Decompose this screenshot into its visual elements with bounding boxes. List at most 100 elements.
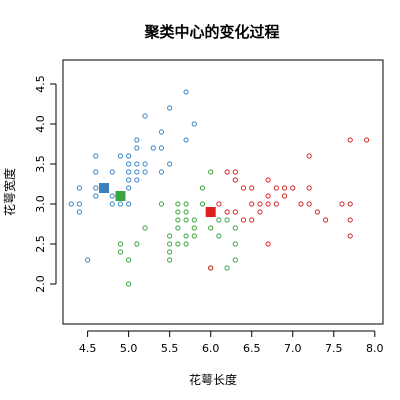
y-tick-label: 3.5: [34, 155, 47, 173]
data-point: [134, 161, 140, 167]
data-point: [249, 217, 255, 223]
data-point: [126, 185, 132, 191]
data-point: [126, 177, 132, 183]
data-point: [191, 121, 197, 127]
data-point: [232, 177, 238, 183]
data-point: [68, 201, 74, 207]
data-point: [273, 185, 279, 191]
data-point: [232, 209, 238, 215]
data-point: [134, 241, 140, 247]
data-point: [167, 257, 173, 263]
data-point: [150, 145, 156, 151]
data-point: [109, 201, 115, 207]
data-point: [224, 265, 230, 271]
x-axis: 4.5 5.0 5.5 6.0 6.5 7.0 7.5 8.0: [79, 330, 384, 355]
data-point: [175, 209, 181, 215]
data-point: [183, 137, 189, 143]
data-point: [191, 233, 197, 239]
y-tick-label: 2.5: [34, 235, 47, 253]
data-point: [126, 201, 132, 207]
data-point: [76, 209, 83, 215]
data-point: [199, 185, 206, 191]
data-point: [93, 153, 99, 159]
data-point: [109, 193, 115, 199]
x-tick-label: 5.0: [120, 342, 138, 355]
data-point: [142, 225, 148, 231]
data-point: [208, 169, 214, 175]
data-point: [265, 177, 271, 183]
data-point: [232, 257, 238, 263]
data-points: [68, 89, 370, 287]
data-point: [249, 201, 255, 207]
data-point: [158, 201, 165, 207]
data-point: [167, 241, 173, 247]
data-point: [175, 201, 181, 207]
data-point: [339, 201, 345, 207]
data-point: [175, 241, 181, 247]
data-point: [134, 169, 140, 175]
data-point: [183, 201, 189, 207]
x-tick-label: 6.5: [243, 342, 261, 355]
data-point: [298, 201, 304, 207]
data-point: [232, 241, 238, 247]
data-point: [363, 137, 370, 143]
data-point: [265, 193, 271, 199]
data-point: [249, 185, 255, 191]
data-point: [240, 217, 247, 223]
data-point: [117, 241, 124, 247]
data-point: [273, 201, 279, 207]
x-tick-label: 7.0: [284, 342, 302, 355]
data-point: [281, 185, 288, 191]
data-point: [93, 185, 99, 191]
data-point: [117, 153, 124, 159]
data-point: [167, 105, 173, 111]
data-point: [183, 209, 189, 215]
data-point: [240, 185, 247, 191]
plot-box: [62, 59, 384, 325]
data-point: [175, 225, 181, 231]
data-point: [306, 201, 312, 207]
x-axis-label: 花萼长度: [189, 372, 237, 387]
data-point: [191, 225, 197, 231]
x-tick-label: 5.5: [161, 342, 179, 355]
cluster-center-marker: [99, 183, 110, 193]
x-tick-label: 8.0: [366, 342, 384, 355]
data-point: [322, 217, 329, 223]
data-point: [109, 169, 115, 175]
data-point: [142, 113, 148, 119]
data-point: [314, 209, 320, 215]
data-point: [117, 201, 124, 207]
data-point: [85, 257, 91, 263]
data-point: [232, 225, 238, 231]
data-point: [126, 153, 132, 159]
data-point: [290, 185, 296, 191]
data-point: [126, 281, 132, 287]
x-tick-label: 7.5: [325, 342, 343, 355]
data-point: [199, 201, 206, 207]
chart-title: 聚类中心的变化过程: [143, 23, 279, 41]
data-point: [183, 217, 189, 223]
data-point: [216, 233, 222, 239]
data-point: [216, 201, 222, 207]
data-point: [126, 257, 132, 263]
data-point: [142, 169, 148, 175]
data-point: [306, 153, 312, 159]
data-point: [183, 233, 189, 239]
data-point: [265, 201, 271, 207]
data-point: [126, 169, 132, 175]
data-point: [281, 193, 288, 199]
data-point: [167, 249, 173, 255]
y-tick-label: 4.5: [34, 75, 47, 93]
data-point: [134, 177, 140, 183]
data-point: [208, 225, 214, 231]
y-axis: 2.0 2.5 3.0 3.5 4.0 4.5: [34, 75, 57, 293]
data-point: [158, 129, 165, 135]
cluster-centers: [99, 183, 216, 217]
data-point: [175, 217, 181, 223]
data-point: [142, 161, 148, 167]
data-point: [117, 249, 124, 255]
data-point: [347, 137, 353, 143]
data-point: [306, 185, 312, 191]
data-point: [183, 89, 189, 95]
